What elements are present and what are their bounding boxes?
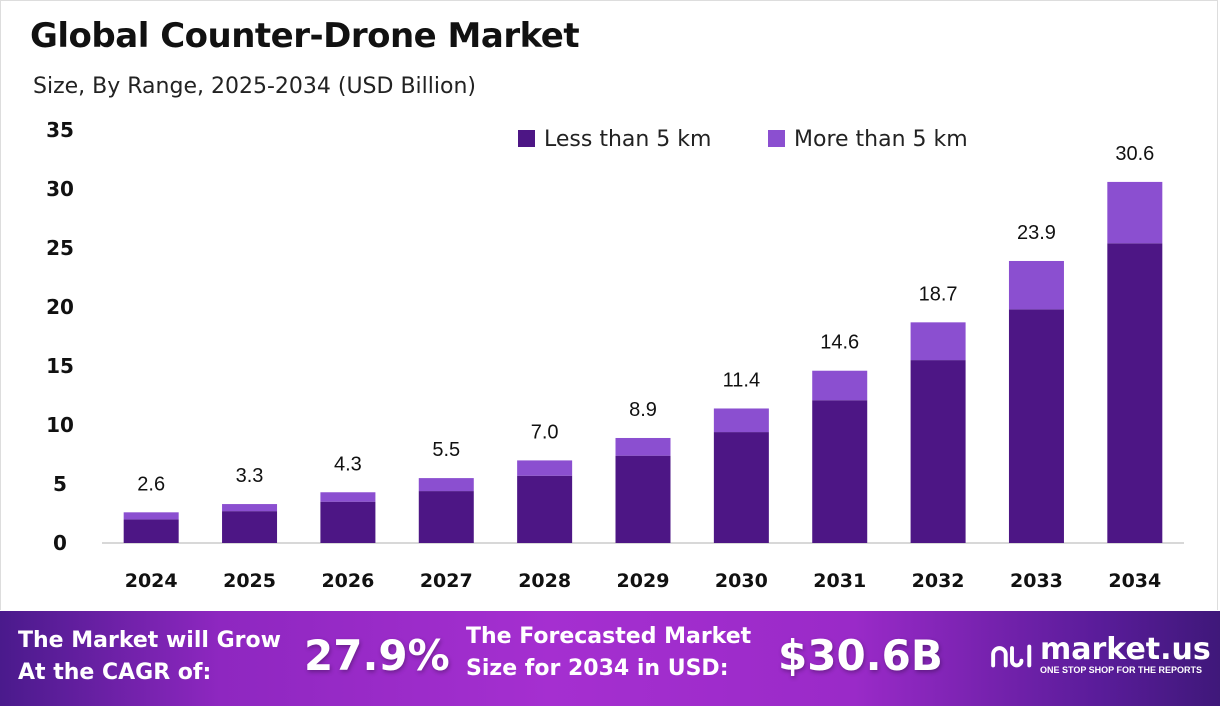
data-label: 23.9 bbox=[1017, 222, 1056, 244]
forecast-label-line1: The Forecasted Market bbox=[466, 624, 752, 649]
y-tick-label: 0 bbox=[53, 531, 67, 555]
bar-segment bbox=[517, 460, 573, 476]
y-tick-label: 25 bbox=[46, 236, 74, 260]
forecast-value: $30.6B bbox=[778, 631, 943, 680]
logo-mark-icon bbox=[991, 644, 1032, 667]
cagr-value: 27.9% bbox=[304, 631, 450, 680]
bar-segment bbox=[1008, 309, 1064, 543]
bar-segment bbox=[1107, 181, 1163, 244]
bar-segment bbox=[910, 360, 966, 543]
x-tick-label: 2033 bbox=[1010, 570, 1063, 592]
data-label: 3.3 bbox=[236, 465, 264, 487]
y-tick-label: 20 bbox=[46, 295, 74, 319]
bar-segment bbox=[910, 322, 966, 361]
legend-label: Less than 5 km bbox=[544, 127, 711, 152]
data-label: 30.6 bbox=[1115, 143, 1154, 165]
x-tick-label: 2030 bbox=[715, 570, 768, 592]
forecast-label-line2: Size for 2034 in USD: bbox=[466, 656, 729, 681]
x-tick-label: 2029 bbox=[617, 570, 670, 592]
bar-segment bbox=[222, 511, 278, 543]
chart-title: Global Counter-Drone Market bbox=[30, 16, 580, 56]
y-tick-label: 35 bbox=[46, 118, 74, 142]
forecast-label: The Forecasted Market Size for 2034 in U… bbox=[466, 621, 751, 685]
legend-swatch bbox=[768, 130, 785, 147]
x-tick-label: 2025 bbox=[223, 570, 276, 592]
x-tick-label: 2026 bbox=[321, 570, 374, 592]
x-tick-label: 2032 bbox=[912, 570, 965, 592]
legend-swatch bbox=[518, 130, 535, 147]
bar-segment bbox=[222, 504, 278, 512]
bar-segment bbox=[1008, 260, 1064, 310]
chart-subtitle: Size, By Range, 2025-2034 (USD Billion) bbox=[33, 74, 476, 99]
cagr-label: The Market will Grow At the CAGR of: bbox=[18, 625, 281, 689]
y-tick-label: 5 bbox=[53, 472, 67, 496]
x-tick-label: 2027 bbox=[420, 570, 473, 592]
market-us-logo: market.us ONE STOP SHOP FOR THE REPORTS bbox=[990, 635, 1211, 676]
bar-segment bbox=[1107, 243, 1163, 543]
summary-banner: The Market will Grow At the CAGR of: 27.… bbox=[0, 611, 1220, 706]
bar-segment bbox=[320, 492, 376, 502]
logo-name: market.us bbox=[1040, 632, 1211, 667]
x-tick-label: 2028 bbox=[518, 570, 571, 592]
data-label: 14.6 bbox=[820, 332, 859, 354]
bar-segment bbox=[123, 519, 179, 543]
cagr-label-line1: The Market will Grow bbox=[18, 628, 281, 653]
cagr-label-line2: At the CAGR of: bbox=[18, 660, 212, 685]
chart-frame bbox=[0, 0, 1218, 610]
bar-segment bbox=[615, 437, 671, 456]
x-tick-label: 2031 bbox=[813, 570, 866, 592]
x-tick-label: 2034 bbox=[1108, 570, 1161, 592]
data-label: 11.4 bbox=[723, 369, 760, 391]
data-label: 18.7 bbox=[919, 283, 958, 305]
data-label: 5.5 bbox=[432, 439, 460, 461]
data-label: 7.0 bbox=[531, 421, 559, 443]
y-tick-label: 30 bbox=[46, 177, 74, 201]
data-label: 8.9 bbox=[629, 399, 657, 421]
bar-segment bbox=[812, 400, 868, 543]
bar-chart: 051015202530352.620243.320254.320265.520… bbox=[46, 118, 1184, 592]
y-tick-label: 10 bbox=[46, 413, 74, 437]
legend-label: More than 5 km bbox=[794, 127, 968, 152]
bar-segment bbox=[418, 491, 474, 543]
x-tick-label: 2024 bbox=[125, 570, 178, 592]
data-label: 2.6 bbox=[137, 473, 165, 495]
y-tick-label: 15 bbox=[46, 354, 74, 378]
bar-segment bbox=[123, 512, 179, 520]
bar-segment bbox=[517, 475, 573, 543]
bar-segment bbox=[812, 370, 868, 401]
bar-segment bbox=[320, 501, 376, 543]
bar-segment bbox=[615, 455, 671, 543]
bar-segment bbox=[418, 478, 474, 492]
data-label: 4.3 bbox=[334, 453, 362, 475]
logo-tagline: ONE STOP SHOP FOR THE REPORTS bbox=[1040, 665, 1203, 675]
bar-segment bbox=[713, 432, 769, 543]
bar-segment bbox=[713, 408, 769, 433]
